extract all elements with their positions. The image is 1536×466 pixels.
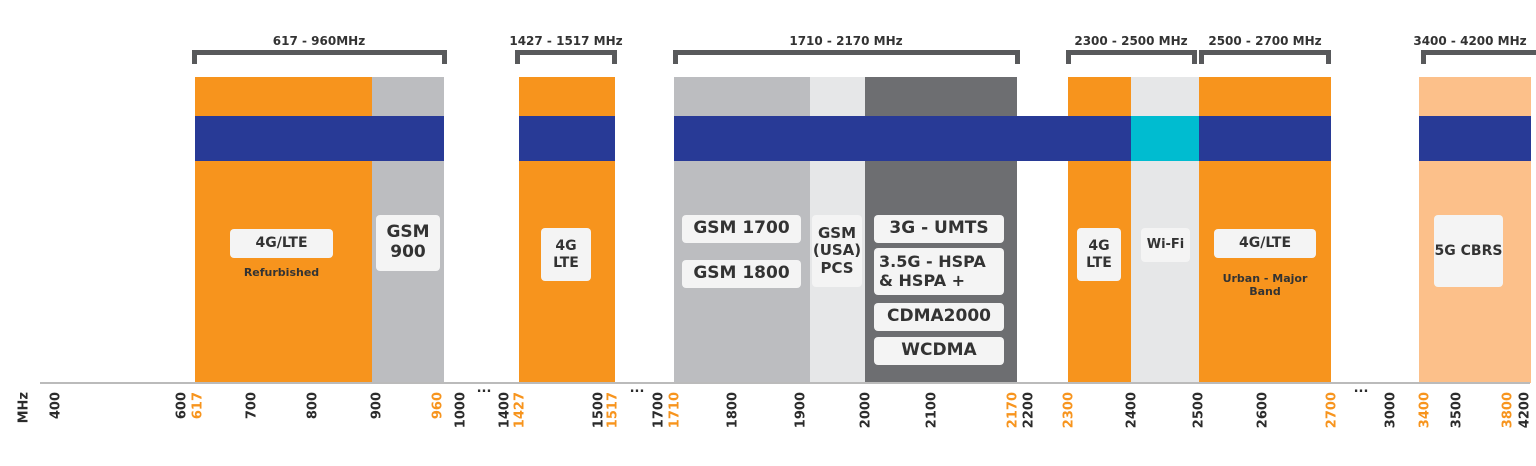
axis-tick-label: 400 — [48, 392, 64, 420]
bracket-label: 2300 - 2500 MHz — [1074, 34, 1188, 48]
axis-tick-label: 1710 — [667, 392, 683, 429]
axis-break: ... — [476, 381, 492, 396]
bracket-label: 3400 - 4200 MHz — [1413, 34, 1527, 48]
axis-tick-label: 800 — [305, 392, 321, 420]
axis-tick-label: 2500 — [1191, 392, 1207, 429]
axis-tick-label: 900 — [369, 392, 385, 420]
label-4g-lte: 4G LTE — [541, 228, 591, 281]
axis-tick-label: 2700 — [1324, 392, 1340, 429]
coverage-band — [1419, 116, 1531, 161]
bracket-2300-2500 — [1066, 50, 1197, 64]
bracket-1710-2170 — [673, 50, 1020, 64]
coverage-band — [674, 116, 1131, 161]
label-wifi: Wi-Fi — [1141, 228, 1190, 262]
label-urban-major-band: Urban - Major Band — [1222, 272, 1308, 299]
bracket-label: 1710 - 2170 MHz — [789, 34, 903, 48]
label-4g-lte: 4G LTE — [1077, 228, 1121, 281]
coverage-band — [195, 116, 444, 161]
label-gsm1800: GSM 1800 — [682, 260, 801, 288]
axis-tick-label: 1427 — [512, 392, 528, 429]
axis-tick-label: 600 — [174, 392, 190, 420]
axis-tick-label: 2300 — [1061, 392, 1077, 429]
axis-unit: MHz — [16, 392, 32, 424]
axis-tick-label: 1700 — [651, 392, 667, 429]
label-gsm1700: GSM 1700 — [682, 215, 801, 243]
axis-tick-label: 1000 — [453, 392, 469, 429]
axis-tick-label: 4200 — [1517, 392, 1533, 429]
axis-tick-label: 3400 — [1417, 392, 1433, 429]
axis-tick-label: 617 — [190, 392, 206, 420]
axis-break: ... — [629, 381, 645, 396]
axis-tick-label: 3800 — [1500, 392, 1516, 429]
axis-tick-label: 1517 — [605, 392, 621, 429]
axis-tick-label: 2200 — [1021, 392, 1037, 429]
axis-tick-label: 1800 — [725, 392, 741, 429]
bracket-2500-2700 — [1199, 50, 1331, 64]
axis-break: ... — [1353, 381, 1369, 396]
bracket-label: 1427 - 1517 MHz — [509, 34, 623, 48]
coverage-band — [1199, 116, 1331, 161]
axis-tick-label: 1500 — [591, 392, 607, 429]
axis-tick-label: 960 — [430, 392, 446, 420]
label-3g-umts: 3G - UMTS — [874, 215, 1004, 243]
bracket-label: 617 - 960MHz — [272, 34, 366, 48]
label-5g-cbrs: 5G CBRS — [1434, 215, 1503, 287]
label-4g-lte: 4G/LTE — [230, 229, 333, 258]
axis-tick-label: 3500 — [1449, 392, 1465, 429]
label-gsm-pcs: GSM (USA) PCS — [812, 215, 862, 287]
axis-tick-label: 700 — [244, 392, 260, 420]
axis-tick-label: 1400 — [497, 392, 513, 429]
axis-tick-label: 2400 — [1124, 392, 1140, 429]
label-wcdma: WCDMA — [874, 337, 1004, 365]
axis-tick-label: 2100 — [924, 392, 940, 429]
axis-tick-label: 3000 — [1383, 392, 1399, 429]
bracket-617-960 — [192, 50, 447, 64]
axis-tick-label: 1900 — [793, 392, 809, 429]
frequency-axis — [40, 382, 1530, 384]
axis-tick-label: 2600 — [1255, 392, 1271, 429]
label-4g-lte: 4G/LTE — [1214, 229, 1316, 258]
coverage-band — [519, 116, 615, 161]
coverage-band-wifi — [1131, 116, 1199, 161]
label-refurbished: Refurbished — [243, 266, 320, 279]
axis-tick-label: 2000 — [858, 392, 874, 429]
label-cdma2000: CDMA2000 — [874, 303, 1004, 331]
label-gsm900: GSM 900 — [376, 215, 440, 271]
bracket-1427-1517 — [515, 50, 617, 64]
bracket-3400-4200 — [1421, 50, 1536, 64]
bracket-label: 2500 - 2700 MHz — [1208, 34, 1322, 48]
label-3.5g-hspa: 3.5G - HSPA & HSPA + — [874, 248, 1004, 295]
axis-tick-label: 2170 — [1005, 392, 1021, 429]
